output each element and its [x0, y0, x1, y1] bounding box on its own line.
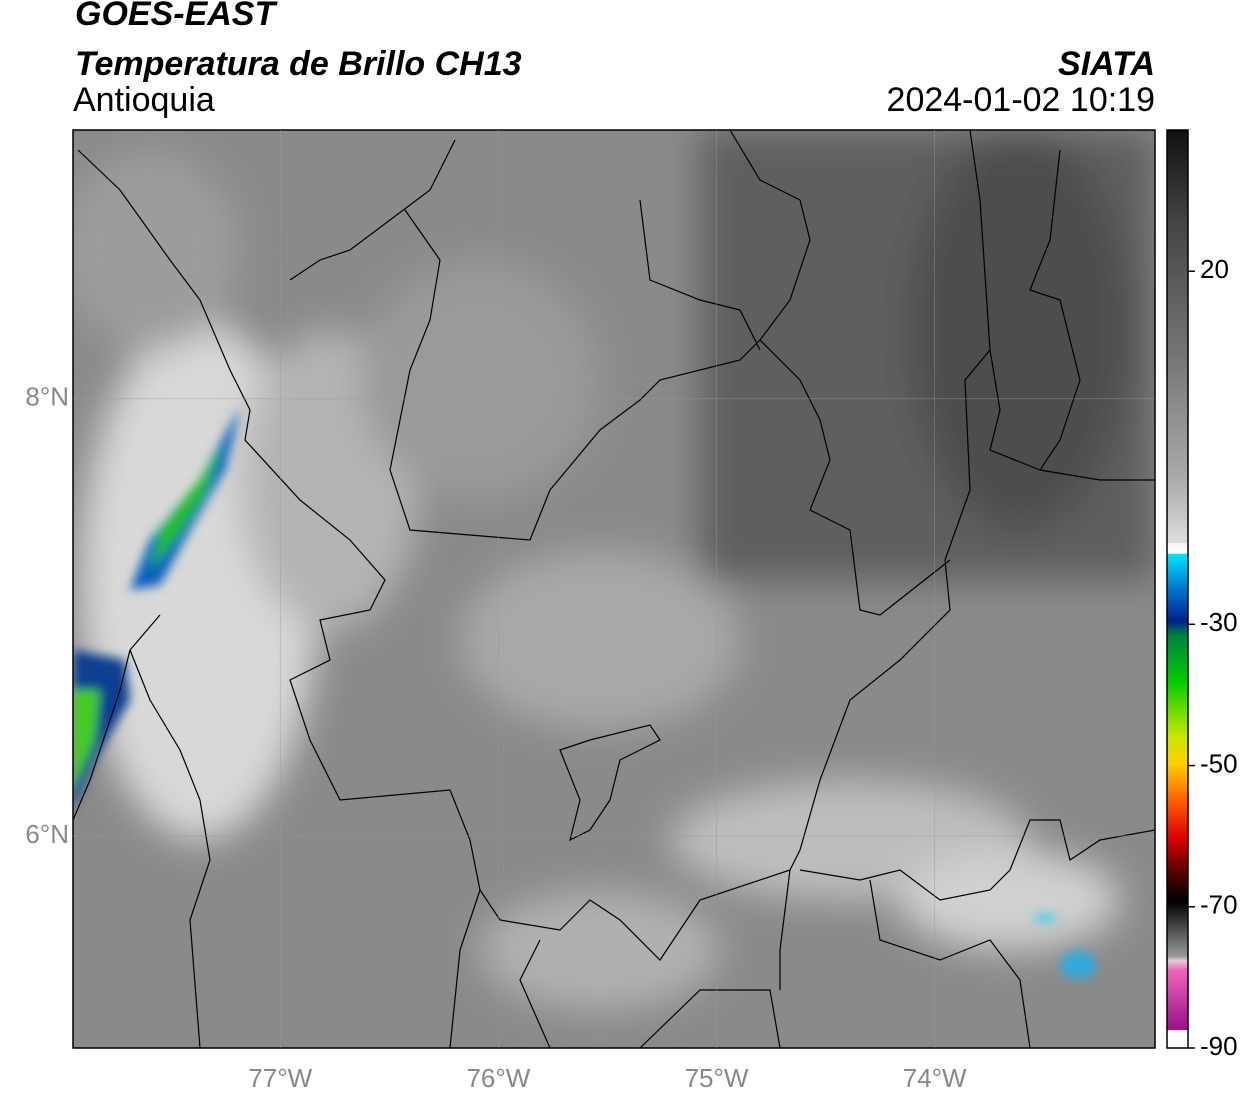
datetime: 2024-01-02 10:19 — [887, 81, 1155, 119]
colorbar-tick-label: -90 — [1200, 1031, 1238, 1061]
colorbar-tick-label: -30 — [1200, 607, 1238, 637]
source: SIATA — [1058, 45, 1155, 83]
y-tick-label: 6°N — [25, 819, 69, 849]
region: Antioquia — [73, 81, 215, 119]
x-tick-label: 74°W — [903, 1063, 967, 1093]
x-tick-label: 76°W — [466, 1063, 530, 1093]
y-tick-label: 8°N — [25, 382, 69, 412]
map-frame — [72, 129, 1156, 1049]
map-image — [73, 130, 1155, 1048]
colorbar-tick-label: 20 — [1200, 254, 1229, 284]
subtitle: Temperatura de Brillo CH13 — [75, 45, 522, 83]
title: GOES-EAST — [75, 0, 278, 33]
x-tick-label: 77°W — [248, 1063, 312, 1093]
colorbar-tick-label: -50 — [1200, 748, 1238, 778]
colorbar — [1166, 129, 1189, 1049]
colorbar-tick-label: -70 — [1200, 890, 1238, 920]
x-tick-label: 75°W — [685, 1063, 749, 1093]
